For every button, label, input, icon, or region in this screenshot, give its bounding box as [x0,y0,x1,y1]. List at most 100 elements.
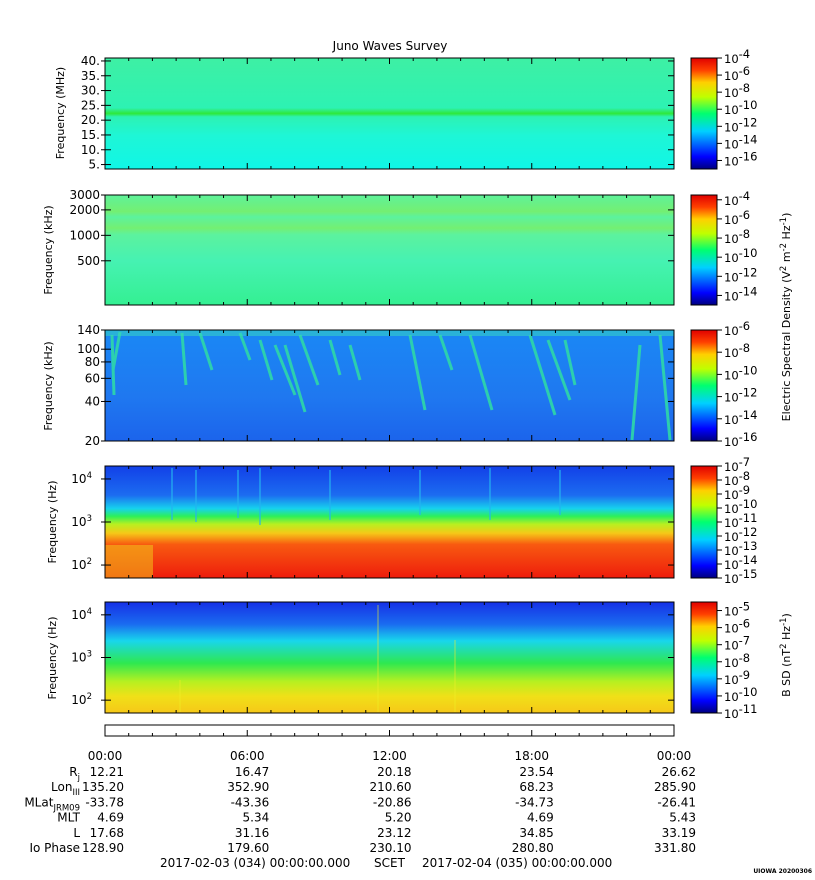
colorbar-tick-label: 10-6 [724,208,750,227]
time-label: 12:00 [372,749,407,763]
colorbar-2 [690,194,718,306]
ephemeris-row-label: Rj [69,765,80,783]
colorbar-tick-label: 10-16 [724,430,757,449]
colorbar-tick-label: 10-8 [724,651,750,670]
colorbar-tick-label: 10-10 [724,497,757,516]
time-label: 18:00 [514,749,549,763]
panel-5-ylabel: Frequency (Hz) [46,617,59,700]
colorbar-4 [690,465,718,579]
colorbar-tick-label: 10-10 [724,685,757,704]
ytick-label: 102 [71,557,92,572]
ephemeris-value: 280.80 [512,841,554,855]
time-label: 00:00 [88,749,123,763]
panel-4-ylabel: Frequency (Hz) [46,481,59,564]
colorbar-tick-label: 10-10 [724,246,757,265]
ephemeris-value: 20.18 [377,765,411,779]
ytick-label: 103 [71,650,92,665]
panel-2-ylabel: Frequency (kHz) [42,205,55,294]
ephemeris-row-label: LonIII [51,780,80,798]
ephemeris-value: 33.19 [662,826,696,840]
ytick-label: 104 [71,471,92,486]
colorbar-tick-label: 10-11 [724,511,757,530]
ephemeris-value: 285.90 [654,780,696,794]
colorbar-tick-label: 10-8 [724,469,750,488]
colorbar-tick-label: 10-4 [724,189,750,208]
ytick-label: 140 [77,323,100,337]
spectrogram-panel-2 [105,195,674,305]
ephemeris-value: -33.78 [85,795,124,809]
ytick-label: 40. [81,54,100,68]
colorbar-tick-label: 10-8 [724,341,750,360]
ephemeris-value: 17.68 [90,826,124,840]
electric-colorbar-label: Electric Spectral Density (V2 m-2 Hz-1) [779,213,793,422]
spectrogram-panel-5 [105,602,674,713]
spectrogram-panel-3 [105,330,674,441]
ytick-label: 100 [77,342,100,356]
colorbar-tick-label: 10-9 [724,483,750,502]
ephemeris-row-label: MLatJRM09 [24,795,80,813]
colorbar-tick-label: 10-4 [724,47,750,66]
ytick-label: 25. [81,98,100,112]
ephemeris-row-label: MLT [57,811,80,825]
ephemeris-value: 128.90 [82,841,124,855]
panel-3-emissions [110,331,672,441]
colorbar-tick-label: 10-16 [724,149,757,168]
colorbar-tick-label: 10-12 [724,386,757,405]
spectrogram-panel-1 [105,58,674,169]
ytick-label: 1000 [69,228,100,242]
footer-stamp: UIOWA 20200306 [753,868,812,875]
ephemeris-value: 26.62 [662,765,696,779]
ephemeris-value: 230.10 [370,841,412,855]
ytick-label: 5. [89,158,100,172]
ytick-label: 3000 [69,188,100,202]
ephemeris-value: 12.21 [90,765,124,779]
ytick-label: 30. [81,84,100,98]
colorbar-tick-label: 10-12 [724,115,757,134]
ephemeris-value: 4.69 [97,811,124,825]
colorbar-tick-label: 10-6 [724,64,750,83]
ytick-label: 20 [85,434,100,448]
spectrogram-panel-4 [105,466,674,578]
ytick-label: 15. [81,128,100,142]
ephemeris-row-label: L [73,826,80,840]
ytick-label: 20. [81,113,100,127]
ephemeris-value: -43.36 [231,795,270,809]
colorbar-tick-label: 10-5 [724,600,750,619]
time-label: 00:00 [657,749,692,763]
ephemeris-value: 135.20 [82,780,124,794]
colorbar-tick-label: 10-8 [724,227,750,246]
colorbar-tick-label: 10-6 [724,617,750,636]
panel-3-ylabel: Frequency (kHz) [42,341,55,430]
footer-start-date: 2017-02-03 (034) 00:00:00.000 [160,856,350,870]
ytick-label: 40 [85,394,100,408]
ephemeris-value: 23.54 [519,765,553,779]
ephemeris-value: 210.60 [370,780,412,794]
ytick-label: 104 [71,607,92,622]
colorbar-tick-label: 10-11 [724,702,757,721]
time-ticks [104,58,675,736]
footer-scet: SCET [374,856,406,870]
ytick-label: 80 [85,355,100,369]
ephemeris-value: -34.73 [515,795,554,809]
ephemeris-table: 00:00 06:00 12:00 18:00 00:00 Rj 12.21 16.47 20.… [24,749,696,855]
ephemeris-value: 352.90 [227,780,269,794]
ephemeris-value: 16.47 [235,765,269,779]
colorbar-tick-label: 10-10 [724,98,757,117]
colorbar-tick-label: 10-6 [724,319,750,338]
ephemeris-value: 331.80 [654,841,696,855]
ytick-label: 35. [81,69,100,83]
panel-4-emissions [171,468,561,525]
panel-5-emissions [179,605,456,712]
ephemeris-value: 5.20 [385,811,412,825]
colorbar-tick-label: 10-14 [724,553,757,572]
footer-end-date: 2017-02-04 (035) 00:00:00.000 [422,856,612,870]
ephemeris-value: -20.86 [373,795,412,809]
colorbar-tick-label: 10-10 [724,363,757,382]
ephemeris-value: 5.34 [243,811,270,825]
ytick-label: 60 [85,371,100,385]
ytick-label: 2000 [69,203,100,217]
colorbar-1 [690,57,718,170]
panel-4-low-burst [105,545,153,578]
time-label: 06:00 [230,749,265,763]
